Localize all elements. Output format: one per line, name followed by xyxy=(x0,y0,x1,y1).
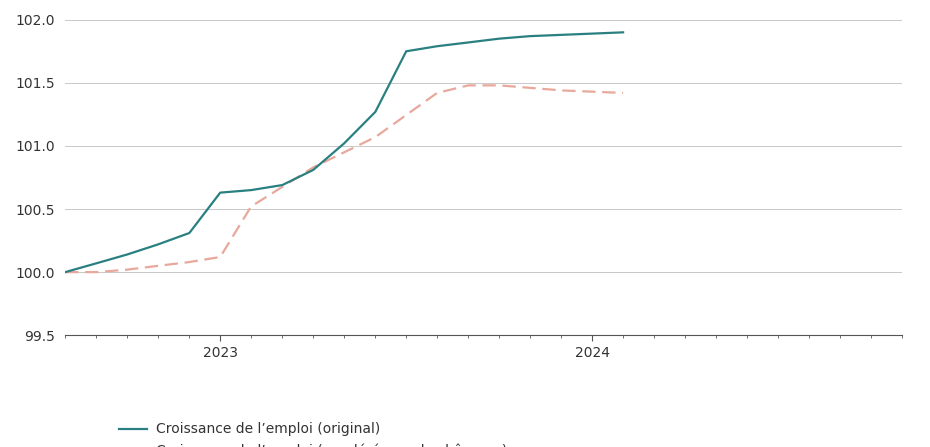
Line: Croissance de l’emploi (pondérée par le chômage): Croissance de l’emploi (pondérée par le … xyxy=(65,85,623,272)
Legend: Croissance de l’emploi (original), Croissance de l’emploi (pondérée par le chôma: Croissance de l’emploi (original), Crois… xyxy=(113,417,512,447)
Croissance de l’emploi (pondérée par le chômage) xyxy=(618,90,629,96)
Croissance de l’emploi (original) xyxy=(184,230,195,236)
Croissance de l’emploi (pondérée par le chômage) xyxy=(432,90,443,96)
Croissance de l’emploi (original) xyxy=(246,187,257,193)
Croissance de l’emploi (pondérée par le chômage) xyxy=(556,88,567,93)
Croissance de l’emploi (original) xyxy=(556,32,567,38)
Croissance de l’emploi (original) xyxy=(308,167,319,173)
Line: Croissance de l’emploi (original): Croissance de l’emploi (original) xyxy=(65,32,623,272)
Croissance de l’emploi (original) xyxy=(215,190,226,195)
Croissance de l’emploi (original) xyxy=(618,30,629,35)
Croissance de l’emploi (pondérée par le chômage) xyxy=(308,164,319,170)
Croissance de l’emploi (pondérée par le chômage) xyxy=(494,83,505,88)
Croissance de l’emploi (original) xyxy=(432,43,443,49)
Croissance de l’emploi (pondérée par le chômage) xyxy=(215,254,226,260)
Croissance de l’emploi (pondérée par le chômage) xyxy=(246,204,257,209)
Croissance de l’emploi (original) xyxy=(587,31,598,36)
Croissance de l’emploi (pondérée par le chômage) xyxy=(463,83,474,88)
Croissance de l’emploi (original) xyxy=(91,261,102,266)
Croissance de l’emploi (original) xyxy=(60,270,71,275)
Croissance de l’emploi (original) xyxy=(463,40,474,45)
Croissance de l’emploi (original) xyxy=(122,252,133,257)
Croissance de l’emploi (pondérée par le chômage) xyxy=(153,263,164,269)
Croissance de l’emploi (pondérée par le chômage) xyxy=(60,270,71,275)
Croissance de l’emploi (original) xyxy=(525,34,536,39)
Croissance de l’emploi (pondérée par le chômage) xyxy=(184,259,195,265)
Croissance de l’emploi (pondérée par le chômage) xyxy=(91,270,102,275)
Croissance de l’emploi (original) xyxy=(339,141,350,146)
Croissance de l’emploi (pondérée par le chômage) xyxy=(122,267,133,272)
Croissance de l’emploi (pondérée par le chômage) xyxy=(370,135,381,140)
Croissance de l’emploi (original) xyxy=(494,36,505,41)
Croissance de l’emploi (original) xyxy=(370,109,381,114)
Croissance de l’emploi (original) xyxy=(153,242,164,247)
Croissance de l’emploi (original) xyxy=(277,182,288,188)
Croissance de l’emploi (original) xyxy=(401,49,412,54)
